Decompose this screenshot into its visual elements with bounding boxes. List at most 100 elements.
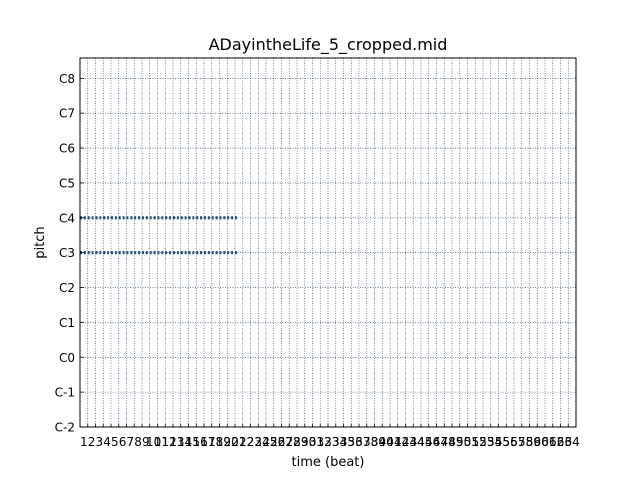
x-tick-label: 36 [347,435,362,449]
x-tick-label: 7 [127,435,135,449]
note [165,216,168,220]
x-tick-label: 4 [103,435,111,449]
note [227,216,230,220]
x-tick-label: 22 [239,435,254,449]
x-tick-label: 6 [119,435,127,449]
x-tick-label: 44 [409,435,424,449]
note [142,251,144,255]
y-tick-label: C4 [59,211,75,225]
note [130,216,133,220]
x-tick-label: 23 [247,435,262,449]
note [99,251,102,255]
x-tick-label: 55 [495,435,510,449]
chart-title: ADayintheLife_5_cropped.mid [209,35,448,55]
y-tick-label: C1 [59,316,75,330]
note [231,216,234,220]
x-tick-label: 47 [433,435,448,449]
x-tick-label: 56 [502,435,517,449]
x-tick-label: 31 [309,435,324,449]
x-tick-label: 46 [425,435,440,449]
note [95,216,98,220]
x-tick-label: 1 [80,435,88,449]
x-tick-label: 21 [231,435,246,449]
x-tick-label: 54 [487,435,502,449]
y-tick-label: C8 [59,72,75,86]
y-axis-label: pitch [33,226,48,258]
note [145,216,148,220]
note [161,251,164,255]
note [107,251,110,255]
x-tick-label: 11 [154,435,169,449]
note [196,216,199,220]
x-tick-label: 49 [448,435,463,449]
x-tick-label: 41 [386,435,401,449]
x-tick-label: 19 [216,435,231,449]
note [207,216,210,220]
note [157,216,160,220]
x-tick-label: 64 [564,435,579,449]
x-tick-label: 52 [471,435,486,449]
x-tick-label: 40 [378,435,393,449]
x-tick-label: 14 [177,435,192,449]
x-tick-label: 33 [324,435,339,449]
note [145,251,148,255]
x-tick-label: 26 [270,435,285,449]
x-tick-label: 16 [192,435,207,449]
x-tick-label: 20 [223,435,238,449]
x-tick-label: 8 [134,435,142,449]
x-tick-label: 60 [533,435,548,449]
note [196,251,199,255]
note [95,251,98,255]
note [176,251,179,255]
note [118,251,121,255]
note [184,216,187,220]
note [235,216,237,220]
note [219,216,222,220]
x-tick-label: 9 [142,435,150,449]
note [180,216,183,220]
x-tick-label: 18 [208,435,223,449]
x-tick-label: 50 [456,435,471,449]
x-tick-label: 35 [340,435,355,449]
y-tick-label: C0 [59,351,75,365]
x-tick-label: 10 [146,435,161,449]
x-tick-label: 62 [549,435,564,449]
x-tick-label: 12 [161,435,176,449]
note [169,216,172,220]
x-tick-label: 2 [88,435,96,449]
note [149,251,152,255]
note [99,216,102,220]
y-tick-label: C3 [59,246,75,260]
x-tick-label: 32 [316,435,331,449]
note [87,216,90,220]
y-tick-label: C6 [59,142,75,156]
note [192,216,195,220]
y-tick-label: C5 [59,176,75,190]
x-tick-label: 61 [541,435,556,449]
note [91,216,94,220]
note [138,251,141,255]
note [204,251,206,255]
x-tick-label: 3 [96,435,104,449]
x-tick-label: 63 [557,435,572,449]
note [83,216,86,220]
x-tick-label: 57 [510,435,525,449]
x-tick-label: 34 [332,435,347,449]
x-tick-label: 30 [301,435,316,449]
x-tick-label: 29 [293,435,308,449]
x-tick-label: 28 [285,435,300,449]
x-tick-label: 58 [518,435,533,449]
note [211,216,214,220]
note [211,251,214,255]
note [138,216,141,220]
note [111,216,113,220]
y-tick-label: C2 [59,281,75,295]
note [165,251,168,255]
note [235,251,237,255]
note [111,251,113,255]
x-tick-label: 39 [371,435,386,449]
x-tick-label: 27 [278,435,293,449]
note [173,216,175,220]
x-tick-label: 51 [464,435,479,449]
note [114,216,117,220]
